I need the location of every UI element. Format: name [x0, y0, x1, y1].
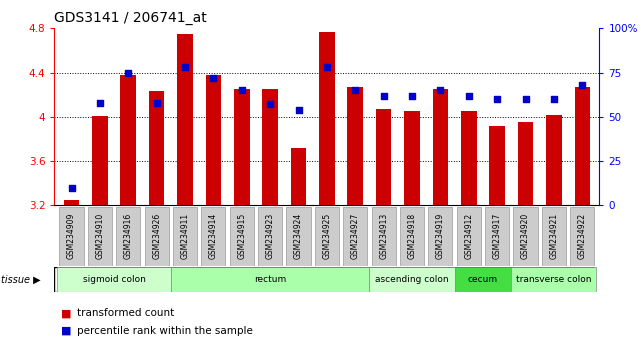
Text: GDS3141 / 206741_at: GDS3141 / 206741_at — [54, 11, 207, 25]
Point — [237, 87, 247, 93]
Text: GSM234927: GSM234927 — [351, 213, 360, 259]
Text: GSM234912: GSM234912 — [464, 213, 473, 259]
Bar — [121, 75, 136, 205]
Bar — [258, 207, 282, 266]
Text: tissue ▶: tissue ▶ — [1, 275, 41, 285]
Bar — [171, 267, 369, 292]
Bar — [206, 75, 221, 205]
Bar — [291, 148, 306, 205]
Bar — [513, 207, 538, 266]
Bar — [461, 111, 477, 205]
Bar — [315, 207, 339, 266]
Text: ■: ■ — [61, 308, 71, 318]
Point — [151, 100, 162, 105]
Point — [435, 87, 445, 93]
Text: GSM234926: GSM234926 — [152, 213, 161, 259]
Text: cecum: cecum — [468, 275, 498, 284]
Bar — [542, 207, 566, 266]
Bar — [485, 207, 509, 266]
Bar — [489, 126, 505, 205]
Bar — [457, 207, 481, 266]
Bar — [149, 91, 165, 205]
Bar — [116, 207, 140, 266]
Text: percentile rank within the sample: percentile rank within the sample — [77, 326, 253, 336]
Bar — [347, 87, 363, 205]
Point — [67, 185, 77, 190]
Bar — [229, 207, 254, 266]
Bar — [433, 89, 448, 205]
Point — [492, 96, 503, 102]
Text: transverse colon: transverse colon — [516, 275, 592, 284]
Bar — [88, 207, 112, 266]
Bar — [518, 122, 533, 205]
Point — [350, 87, 360, 93]
Bar — [428, 207, 453, 266]
Bar — [512, 267, 597, 292]
Text: GSM234919: GSM234919 — [436, 213, 445, 259]
Bar — [173, 207, 197, 266]
Point — [549, 96, 559, 102]
Bar — [262, 89, 278, 205]
Bar — [234, 89, 249, 205]
Bar — [92, 116, 108, 205]
Text: GSM234911: GSM234911 — [181, 213, 190, 259]
Bar — [376, 109, 392, 205]
Point — [95, 100, 105, 105]
Bar — [177, 34, 193, 205]
Bar — [60, 207, 83, 266]
Bar — [57, 267, 171, 292]
Text: GSM234916: GSM234916 — [124, 213, 133, 259]
Text: GSM234918: GSM234918 — [408, 213, 417, 259]
Point — [463, 93, 474, 98]
Text: sigmoid colon: sigmoid colon — [83, 275, 146, 284]
Text: GSM234922: GSM234922 — [578, 213, 587, 259]
Bar — [546, 115, 562, 205]
Bar — [574, 87, 590, 205]
Bar — [454, 267, 512, 292]
Bar — [400, 207, 424, 266]
Bar — [372, 207, 395, 266]
Text: transformed count: transformed count — [77, 308, 174, 318]
Bar — [369, 267, 454, 292]
Bar — [287, 207, 311, 266]
Bar — [570, 207, 594, 266]
Point — [294, 107, 304, 113]
Text: GSM234924: GSM234924 — [294, 213, 303, 259]
Bar — [319, 32, 335, 205]
Text: GSM234925: GSM234925 — [322, 213, 331, 259]
Text: GSM234923: GSM234923 — [265, 213, 274, 259]
Point — [123, 70, 133, 75]
Point — [407, 93, 417, 98]
Bar — [63, 200, 79, 205]
Point — [265, 102, 275, 107]
Text: ascending colon: ascending colon — [375, 275, 449, 284]
Text: GSM234914: GSM234914 — [209, 213, 218, 259]
Text: rectum: rectum — [254, 275, 287, 284]
Point — [180, 64, 190, 70]
Text: GSM234920: GSM234920 — [521, 213, 530, 259]
Text: GSM234915: GSM234915 — [237, 213, 246, 259]
Point — [208, 75, 219, 81]
Point — [520, 96, 531, 102]
Text: ■: ■ — [61, 326, 71, 336]
Text: GSM234921: GSM234921 — [549, 213, 558, 259]
Bar — [201, 207, 226, 266]
Bar — [404, 111, 420, 205]
Text: GSM234913: GSM234913 — [379, 213, 388, 259]
Text: GSM234909: GSM234909 — [67, 213, 76, 259]
Bar — [343, 207, 367, 266]
Bar — [145, 207, 169, 266]
Point — [322, 64, 332, 70]
Text: GSM234910: GSM234910 — [96, 213, 104, 259]
Point — [379, 93, 389, 98]
Point — [577, 82, 587, 88]
Text: GSM234917: GSM234917 — [493, 213, 502, 259]
